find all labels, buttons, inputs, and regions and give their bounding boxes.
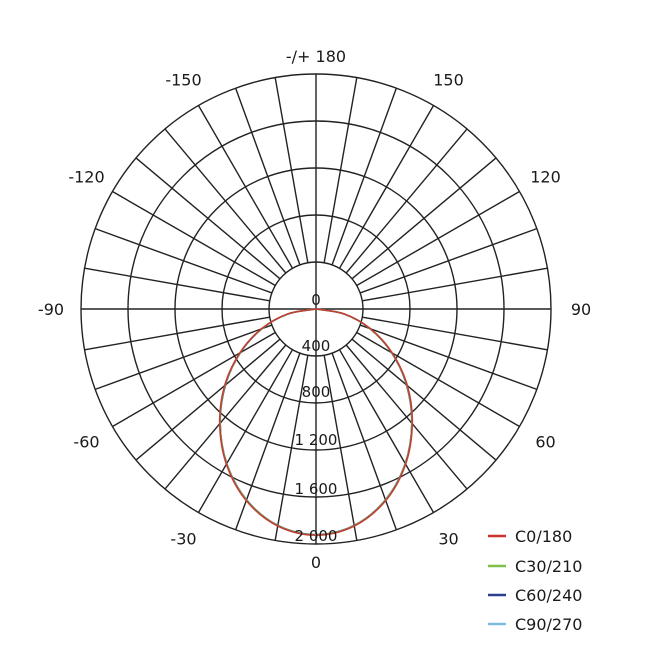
- grid-spoke: [356, 331, 520, 428]
- legend-item: C30/210: [488, 557, 582, 576]
- grid-spoke: [274, 355, 309, 541]
- angle-label: 120: [530, 168, 561, 187]
- grid-spoke: [338, 105, 435, 269]
- radial-tick-labels: 0 400 800 1 200 1 600 2 000: [295, 291, 338, 545]
- angle-label: 90: [571, 300, 591, 319]
- grid-spoke: [234, 352, 301, 531]
- polar-grid: [80, 73, 552, 545]
- grid-spoke: [84, 267, 270, 302]
- grid-spoke: [135, 338, 281, 461]
- grid-spoke: [323, 77, 358, 263]
- legend-label: C30/210: [515, 557, 582, 576]
- angle-labels: -/+ 180 -150 150 -120 120 -90 90 -60 60 …: [38, 47, 591, 572]
- grid-spoke: [323, 355, 358, 541]
- grid-spoke: [351, 157, 497, 280]
- legend-label: C0/180: [515, 527, 572, 546]
- grid-spoke: [331, 87, 398, 266]
- grid-spoke: [164, 344, 287, 490]
- grid-spoke: [94, 324, 273, 391]
- grid-spoke: [362, 267, 548, 302]
- angle-label: -150: [165, 71, 201, 90]
- grid-spoke: [331, 352, 398, 531]
- legend-item: C0/180: [488, 527, 572, 546]
- legend-item: C60/240: [488, 586, 582, 605]
- angle-label: -60: [73, 433, 99, 452]
- grid-spoke: [274, 77, 309, 263]
- legend-label: C60/240: [515, 586, 582, 605]
- grid-spoke: [135, 157, 281, 280]
- grid-spoke: [164, 128, 287, 274]
- grid-spoke: [197, 349, 294, 513]
- angle-label: 0: [311, 553, 321, 572]
- legend: C0/180 C30/210 C60/240 C90/270: [488, 527, 582, 634]
- grid-spoke: [84, 316, 270, 351]
- grid-spoke: [356, 190, 520, 287]
- grid-spoke: [351, 338, 497, 461]
- angle-label: -90: [38, 300, 64, 319]
- radial-tick-label: 0: [311, 291, 321, 309]
- angle-label: 30: [438, 530, 458, 549]
- radial-tick-label: 800: [302, 383, 331, 401]
- grid-spoke: [112, 190, 276, 287]
- angle-label: -/+ 180: [286, 47, 346, 66]
- radial-tick-label: 1 600: [295, 480, 338, 498]
- grid-spoke: [345, 344, 468, 490]
- grid-spoke: [234, 87, 301, 266]
- angle-label: 150: [433, 71, 464, 90]
- legend-item: C90/270: [488, 615, 582, 634]
- angle-label: -30: [170, 530, 196, 549]
- angle-label: -120: [68, 168, 104, 187]
- grid-spoke: [338, 349, 435, 513]
- angle-label: 60: [535, 433, 555, 452]
- grid-spoke: [359, 324, 538, 391]
- radial-tick-label: 400: [302, 337, 331, 355]
- grid-spoke: [345, 128, 468, 274]
- intensity-curves: [218, 308, 414, 537]
- grid-spoke: [197, 105, 294, 269]
- series-curve-C0-180: [218, 308, 414, 537]
- grid-spoke: [94, 227, 273, 294]
- grid-spoke: [362, 316, 548, 351]
- grid-spoke: [359, 227, 538, 294]
- radial-tick-label: 1 200: [295, 431, 338, 449]
- grid-spoke: [112, 331, 276, 428]
- radial-tick-label: 2 000: [295, 527, 338, 545]
- legend-label: C90/270: [515, 615, 582, 634]
